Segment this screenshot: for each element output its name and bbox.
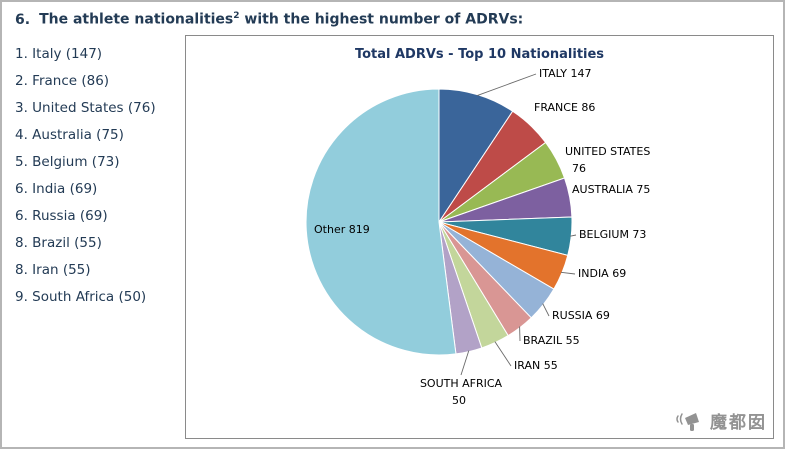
list-item: 8. Brazil (55) [15, 235, 102, 251]
leader-line [494, 341, 512, 367]
watermark-text: 魔都囡 [710, 413, 767, 433]
list-item: 6. Russia (69) [15, 208, 108, 224]
slice-label: UNITED STATES [565, 145, 650, 158]
heading-text-rest: with the highest number of ADRVs: [239, 11, 524, 28]
list-item: 9. South Africa (50) [15, 289, 147, 305]
slice-label: BELGIUM 73 [579, 228, 646, 241]
slice-label: Other 819 [314, 223, 370, 236]
page-title: 6. The athlete nationalities2 with the hi… [15, 11, 523, 28]
leader-line [460, 350, 470, 376]
chart-panel: Total ADRVs - Top 10 Nationalities ITALY… [185, 35, 774, 439]
slice-label: AUSTRALIA 75 [572, 183, 650, 196]
chart-title: Total ADRVs - Top 10 Nationalities [354, 47, 605, 62]
slice-label: INDIA 69 [578, 267, 626, 280]
slice-label: FRANCE 86 [534, 101, 595, 114]
slice-label: 50 [452, 394, 466, 407]
pie-slice-other [305, 88, 457, 356]
slice-label: IRAN 55 [514, 359, 558, 372]
list-item: 1. Italy (147) [15, 46, 103, 62]
nationality-rank-list: 1. Italy (147) 2. France (86) 3. United … [15, 41, 156, 311]
slice-label: SOUTH AFRICA [420, 377, 503, 390]
leader-line [560, 271, 576, 275]
slice-label: ITALY 147 [539, 67, 592, 80]
watermark: 魔都囡 [674, 408, 767, 433]
list-item: 3. United States (76) [15, 100, 156, 116]
list-item: 4. Australia (75) [15, 127, 124, 143]
megaphone-icon [676, 412, 699, 431]
heading-text: The athlete nationalities [39, 11, 234, 28]
list-item: 2. France (86) [15, 73, 110, 89]
pie-slice-italy [438, 88, 514, 224]
heading-number: 6. [15, 11, 31, 28]
leader-line [477, 73, 537, 97]
list-item: 5. Belgium (73) [15, 154, 120, 170]
heading-superscript: 2 [233, 11, 240, 21]
leader-line [542, 303, 550, 317]
slice-label: 76 [572, 162, 586, 175]
list-item: 6. India (69) [15, 181, 98, 197]
pie-chart: ITALY 147 FRANCE 86 UNITED STATES 76 AUSTRAL… [305, 67, 650, 407]
slice-label: RUSSIA 69 [552, 309, 610, 322]
slice-label: BRAZIL 55 [523, 334, 580, 347]
leader-line [570, 234, 577, 237]
list-item: 8. Iran (55) [15, 262, 91, 278]
